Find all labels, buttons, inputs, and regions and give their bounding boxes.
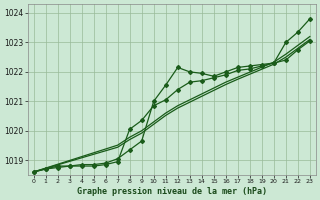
X-axis label: Graphe pression niveau de la mer (hPa): Graphe pression niveau de la mer (hPa)	[77, 187, 267, 196]
